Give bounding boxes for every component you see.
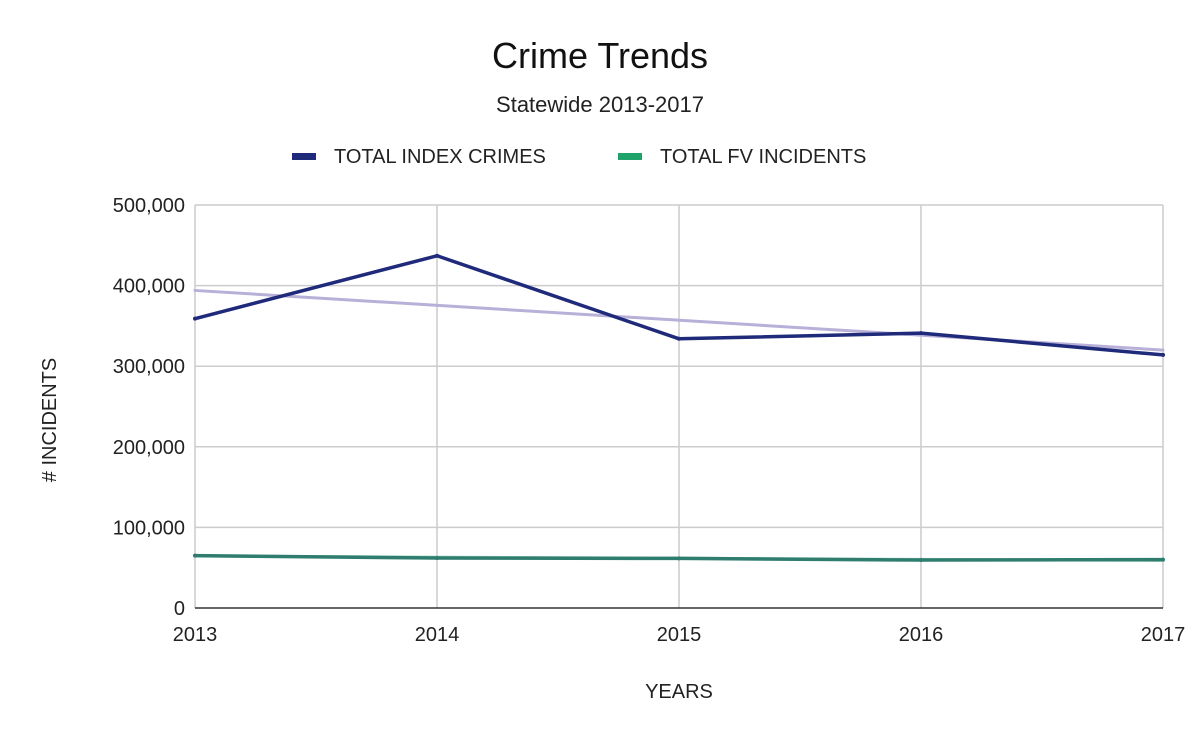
x-tick-label: 2015 — [657, 624, 702, 646]
data-point-total-index-crimes[interactable] — [435, 253, 439, 258]
legend-item-total-fv-incidents[interactable]: TOTAL FV INCIDENTS — [618, 146, 866, 168]
x-axis-ticks: 2013 2014 2015 2016 2017 — [173, 624, 1186, 646]
y-tick-label: 400,000 — [113, 276, 185, 298]
data-point-total-fv-incidents[interactable] — [435, 556, 439, 561]
data-point-total-index-crimes[interactable] — [193, 316, 197, 321]
y-tick-label: 300,000 — [113, 356, 185, 378]
legend-label-total-fv-incidents: TOTAL FV INCIDENTS — [660, 146, 866, 168]
x-tick-label: 2016 — [899, 624, 944, 646]
chart-subtitle: Statewide 2013-2017 — [496, 92, 704, 117]
data-point-total-index-crimes[interactable] — [1161, 352, 1165, 357]
x-tick-label: 2014 — [415, 624, 460, 646]
data-point-total-fv-incidents[interactable] — [1161, 557, 1165, 562]
y-tick-label: 200,000 — [113, 437, 185, 459]
x-axis-label: YEARS — [645, 681, 713, 703]
y-tick-label: 100,000 — [113, 517, 185, 539]
data-point-total-fv-incidents[interactable] — [677, 556, 681, 561]
y-axis-label: # INCIDENTS — [39, 358, 61, 482]
chart-title: Crime Trends — [492, 35, 708, 76]
legend-label-total-index-crimes: TOTAL INDEX CRIMES — [334, 146, 546, 168]
y-tick-label: 500,000 — [113, 195, 185, 217]
data-point-total-fv-incidents[interactable] — [919, 558, 923, 563]
data-point-total-index-crimes[interactable] — [919, 331, 923, 336]
legend: TOTAL INDEX CRIMES TOTAL FV INCIDENTS — [292, 146, 866, 168]
series-lines — [193, 253, 1165, 563]
data-point-total-index-crimes[interactable] — [677, 336, 681, 341]
y-axis-ticks: 0 100,000 200,000 300,000 400,000 500,000 — [113, 195, 185, 620]
legend-swatch-total-fv-incidents — [618, 153, 642, 160]
y-tick-label: 0 — [174, 598, 185, 620]
x-tick-label: 2013 — [173, 624, 218, 646]
gridlines — [194, 204, 1164, 609]
x-tick-label: 2017 — [1141, 624, 1186, 646]
legend-item-total-index-crimes[interactable]: TOTAL INDEX CRIMES — [292, 146, 546, 168]
legend-swatch-total-index-crimes — [292, 153, 316, 160]
data-point-total-fv-incidents[interactable] — [193, 553, 197, 558]
